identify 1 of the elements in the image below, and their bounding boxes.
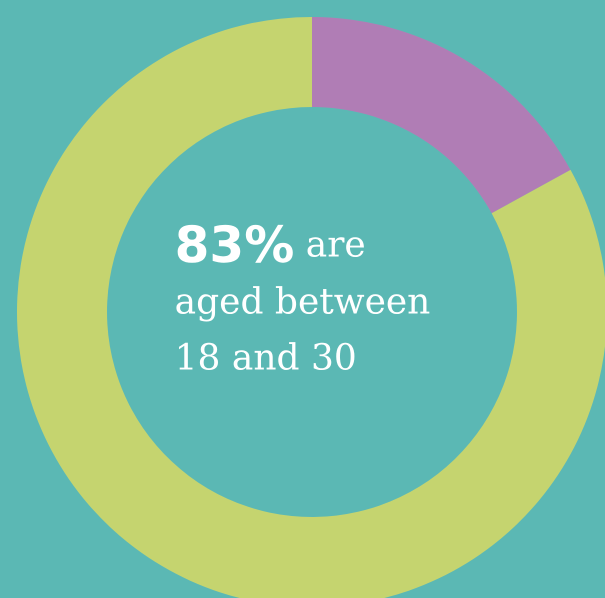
text: 83% are aged between 18 and 30 [174,216,430,378]
